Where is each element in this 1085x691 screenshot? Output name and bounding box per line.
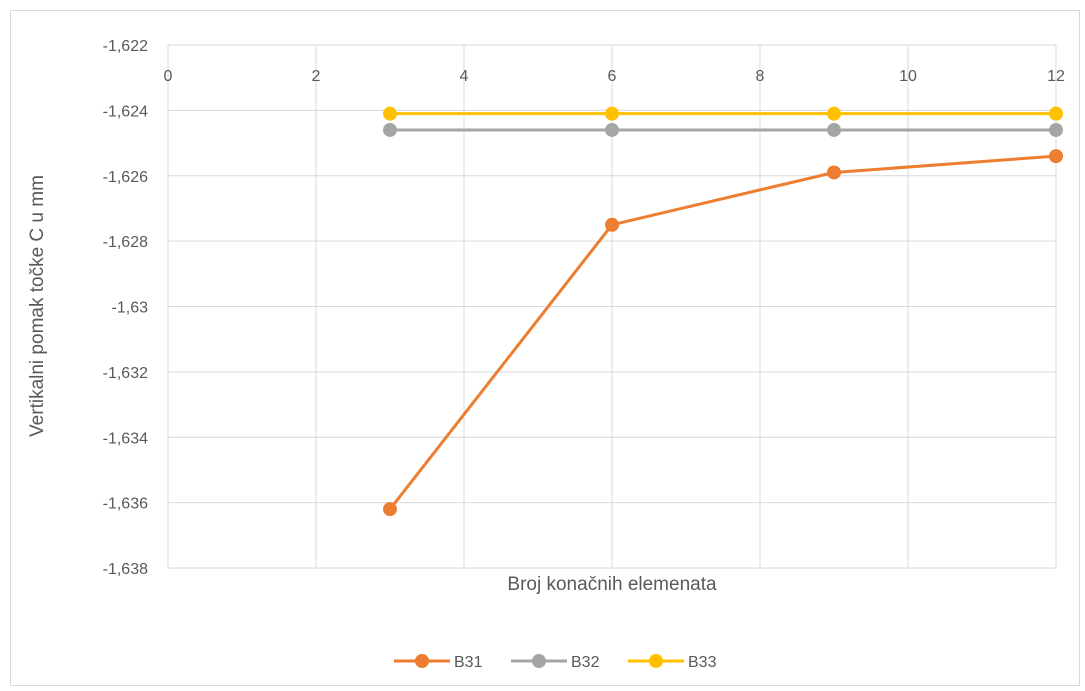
data-point-b32 [827, 122, 841, 137]
series-line-b31 [388, 154, 1057, 511]
legend: B31 B32 B33 [394, 654, 717, 671]
data-point-b33 [1049, 106, 1063, 121]
data-point-b32 [383, 122, 397, 137]
x-tick-label: 4 [460, 68, 469, 85]
x-tick-label: 12 [1047, 68, 1065, 85]
y-tick-label: -1,624 [103, 103, 148, 120]
legend-label: B31 [454, 654, 483, 671]
legend-marker [415, 654, 429, 668]
legend-marker [532, 654, 546, 668]
legend-item-b31: B31 [394, 654, 483, 671]
x-axis-title: Broj konačnih elemenata [507, 574, 717, 595]
series-markers [383, 106, 1063, 517]
y-tick-label: -1,628 [103, 234, 148, 251]
x-tick-label: 6 [608, 68, 617, 85]
legend-item-b32: B32 [511, 654, 600, 671]
data-point-b33 [827, 106, 841, 121]
x-tick-label: 8 [756, 68, 765, 85]
data-point-b32 [605, 122, 619, 137]
y-tick-label: -1,634 [103, 430, 148, 447]
y-tick-label: -1,63 [112, 300, 149, 317]
data-point-b31 [1049, 149, 1063, 164]
data-point-b31 [383, 502, 397, 517]
y-tick-label: -1,622 [103, 38, 148, 55]
x-tick-label: 2 [312, 68, 321, 85]
data-point-b32 [1049, 122, 1063, 137]
chart-frame [10, 10, 1080, 686]
data-point-b31 [605, 217, 619, 232]
data-point-b33 [383, 106, 397, 121]
x-tick-label: 10 [899, 68, 917, 85]
data-point-b33 [605, 106, 619, 121]
legend-item-b33: B33 [628, 654, 717, 671]
gridlines [167, 44, 1057, 569]
legend-label: B33 [688, 654, 717, 671]
y-tick-label: -1,632 [103, 365, 148, 382]
y-tick-label: -1,626 [103, 169, 148, 186]
y-tick-label: -1,638 [103, 561, 148, 578]
data-point-b31 [827, 165, 841, 180]
tick-labels: -1,622 -1,624 -1,626 -1,628 -1,63 -1,632 -1,63… [103, 38, 1065, 578]
legend-label: B32 [571, 654, 600, 671]
y-axis-title: Vertikalni pomak točke C u mm [27, 175, 48, 437]
y-tick-label: -1,636 [103, 496, 148, 513]
series-lines [388, 112, 1057, 511]
x-tick-label: 0 [164, 68, 173, 85]
legend-marker [649, 654, 663, 668]
